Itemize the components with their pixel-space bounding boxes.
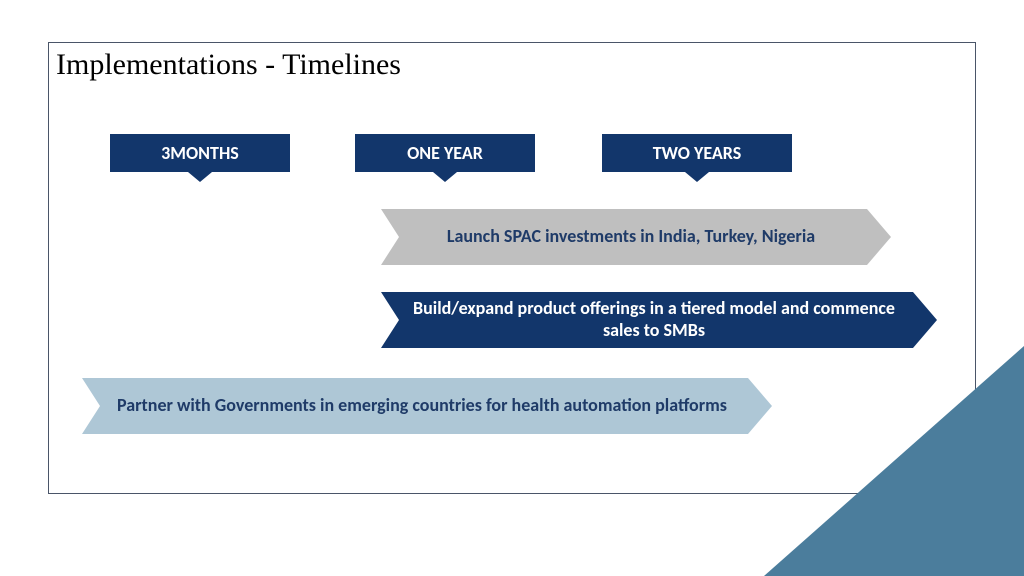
timeline-tab: ONE YEAR: [355, 134, 535, 172]
slide-title: Implementations - Timelines: [56, 48, 401, 82]
timeline-tab: TWO YEARS: [602, 134, 792, 172]
timeline-tab: 3MONTHS: [110, 134, 290, 172]
timeline-tab-label: 3MONTHS: [161, 142, 239, 164]
band-text: Launch SPAC investments in India, Turkey…: [447, 226, 815, 248]
timeline-band: Partner with Governments in emerging cou…: [82, 378, 772, 434]
band-text: Build/expand product offerings in a tier…: [401, 298, 907, 341]
corner-accent-triangle: [764, 346, 1024, 576]
tab-notch: [188, 172, 212, 182]
tab-notch: [433, 172, 457, 182]
timeline-band: Build/expand product offerings in a tier…: [381, 292, 937, 348]
timeline-tab-label: TWO YEARS: [653, 142, 742, 164]
timeline-band: Launch SPAC investments in India, Turkey…: [381, 209, 891, 265]
tab-notch: [685, 172, 709, 182]
timeline-tab-label: ONE YEAR: [407, 142, 483, 164]
band-text: Partner with Governments in emerging cou…: [117, 395, 727, 417]
